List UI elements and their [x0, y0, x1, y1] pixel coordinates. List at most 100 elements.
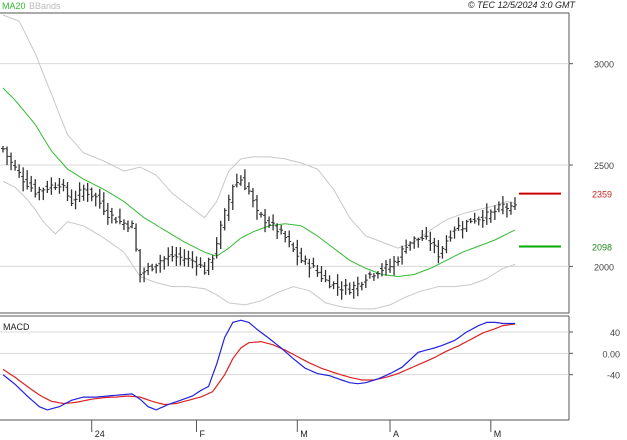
price-bar — [287, 230, 292, 248]
price-bar — [279, 224, 284, 235]
price-bar — [109, 207, 114, 224]
macd-panel: 40 0.00 -40 MACD — [0, 315, 620, 421]
price-bar — [339, 281, 344, 300]
price-bar — [436, 240, 441, 264]
price-bar — [412, 236, 417, 249]
price-bar — [460, 221, 465, 239]
price-bar — [206, 257, 211, 276]
price-bar — [33, 179, 38, 198]
price-bar — [242, 169, 247, 191]
price-ytick-label: 3000 — [594, 60, 614, 70]
price-bar — [150, 263, 155, 272]
price-bar — [375, 271, 380, 279]
price-bar — [291, 242, 296, 253]
price-bar — [428, 231, 433, 251]
price-bar — [331, 281, 336, 290]
price-panel: 2000 2500 3000 2359 2098 — [0, 12, 614, 314]
price-bar — [57, 178, 62, 194]
price-bar — [468, 218, 473, 224]
price-bar — [464, 219, 469, 232]
price-bar — [432, 237, 437, 254]
price-bar — [335, 274, 340, 296]
price-bar — [186, 250, 191, 267]
price-bar — [267, 216, 272, 228]
price-bar — [371, 273, 376, 281]
price-bar — [97, 188, 102, 209]
price-bar — [396, 256, 401, 266]
price-bar — [214, 237, 219, 259]
price-bar — [392, 256, 397, 276]
price-bar — [174, 247, 179, 266]
ma20-legend: MA20 — [2, 1, 26, 11]
price-bar — [408, 241, 413, 251]
price-bar — [259, 211, 264, 218]
price-bar — [476, 216, 481, 226]
price-bar — [400, 245, 405, 265]
price-bar — [315, 264, 320, 277]
price-bar — [254, 195, 259, 220]
price-bar — [198, 257, 203, 269]
price-bar — [182, 249, 187, 267]
price-bar — [210, 255, 215, 271]
macd-ytick-label: 0.00 — [602, 349, 620, 359]
price-bar — [178, 247, 183, 266]
price-bar — [246, 182, 251, 195]
price-bar — [472, 212, 477, 224]
price-bar — [488, 209, 493, 223]
price-bar — [61, 179, 66, 192]
price-bar — [347, 282, 352, 295]
price-bar — [162, 256, 167, 270]
price-bar — [283, 230, 288, 243]
ma20-line — [2, 87, 516, 278]
price-bar — [190, 251, 195, 269]
resistance-level-label: 2359 — [592, 190, 612, 200]
price-bar — [29, 175, 34, 192]
price-bar — [327, 275, 332, 289]
price-bar — [440, 246, 445, 259]
price-bar — [500, 196, 505, 215]
price-bar — [25, 170, 30, 190]
price-bar — [53, 182, 58, 191]
price-bar — [404, 239, 409, 254]
price-bar — [484, 203, 489, 225]
price-bar — [154, 263, 159, 274]
price-bar — [117, 208, 122, 225]
price-bar — [73, 190, 78, 210]
price-bar — [1, 145, 5, 153]
price-bar — [218, 220, 223, 250]
price-bar — [49, 177, 54, 195]
price-bar — [158, 254, 163, 273]
price-bar — [295, 239, 300, 266]
x-tick-label: M — [300, 429, 308, 439]
price-ytick-label: 2500 — [594, 161, 614, 171]
price-bar — [146, 262, 151, 276]
price-bar — [93, 192, 98, 207]
price-bar — [121, 219, 126, 231]
price-bar — [166, 247, 171, 267]
price-bar — [513, 197, 517, 210]
price-bar — [271, 214, 276, 231]
price-bar — [383, 260, 388, 276]
price-bar — [234, 173, 239, 188]
price-bar — [5, 146, 10, 166]
price-bar — [367, 271, 372, 279]
x-axis: 24 F M A M — [91, 420, 502, 439]
price-bar — [452, 226, 457, 239]
price-bar — [9, 152, 14, 171]
price-bar — [105, 203, 110, 225]
price-bar — [311, 257, 316, 268]
price-bar — [492, 205, 497, 220]
copyright-text: © TEC 12/5/2024 3:0 GMT — [468, 0, 577, 10]
price-bar — [65, 182, 70, 202]
price-bar — [444, 235, 449, 254]
price-bar — [299, 247, 304, 264]
price-bar — [504, 202, 509, 218]
bbands-legend: BBands — [29, 1, 61, 11]
price-bar — [388, 258, 393, 273]
price-bar — [45, 180, 50, 193]
price-bar — [69, 189, 74, 207]
x-tick-label: M — [494, 429, 502, 439]
price-bar — [275, 223, 280, 240]
price-bar — [379, 263, 384, 277]
